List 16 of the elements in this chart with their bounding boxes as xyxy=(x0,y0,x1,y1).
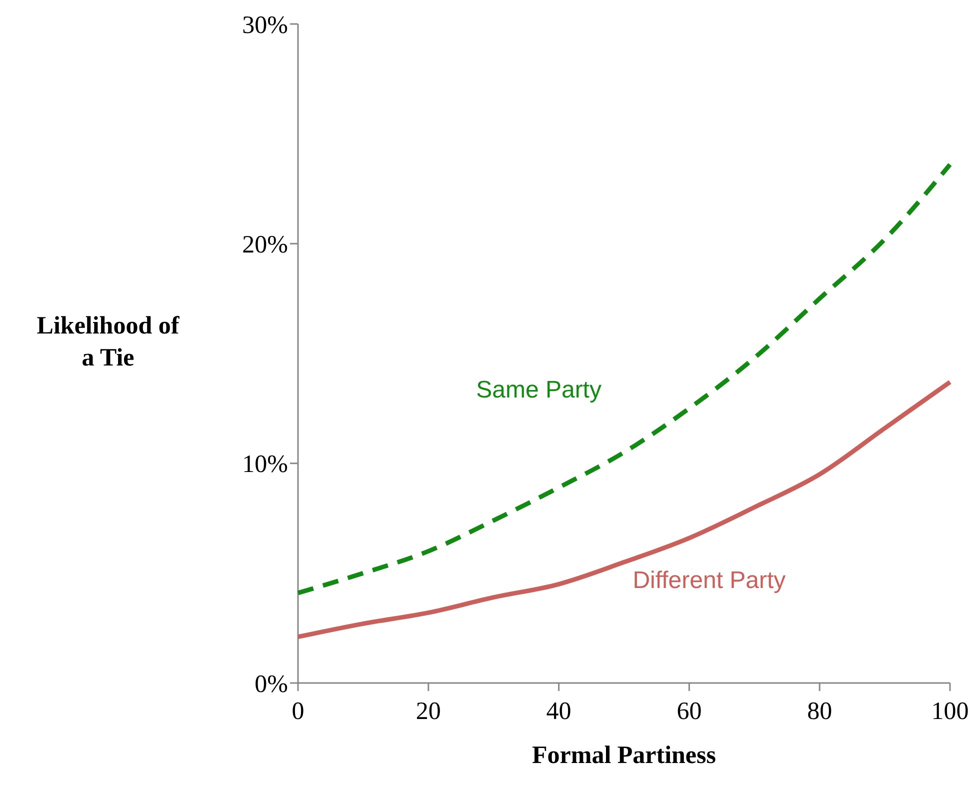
x-tick-label: 0 xyxy=(292,698,304,725)
y-tick-label: 0% xyxy=(254,670,288,698)
x-tick-label: 80 xyxy=(807,698,832,725)
series-label: Different Party xyxy=(632,567,786,594)
x-axis-title: Formal Partiness xyxy=(532,742,716,769)
y-axis-title: Likelihood of a Tie xyxy=(36,312,180,372)
y-tick-label: 30% xyxy=(242,12,288,39)
x-tick-label: 60 xyxy=(676,698,702,725)
x-tick-label: 100 xyxy=(931,698,969,725)
x-tick-label: 20 xyxy=(416,698,441,725)
line-series xyxy=(296,380,952,640)
text: Same Party xyxy=(476,376,602,404)
y-tick-label: 10% xyxy=(242,451,288,478)
y-tick-label: 20% xyxy=(242,231,288,258)
line-series xyxy=(296,162,952,596)
x-tick-label: 40 xyxy=(546,698,572,725)
